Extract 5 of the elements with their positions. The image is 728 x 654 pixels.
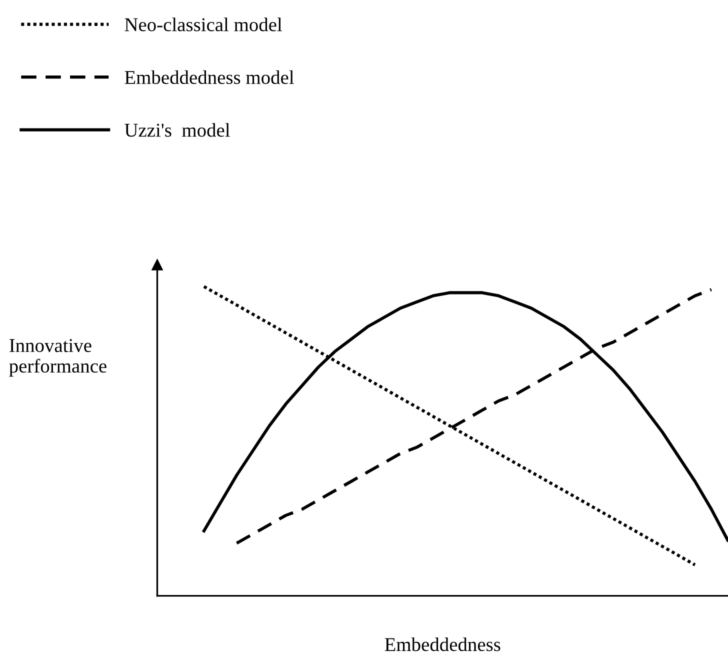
legend-label: Uzzi's model (124, 123, 230, 137)
legend-label: Neo-classical model (124, 18, 282, 32)
x-axis-title: Embeddedness (384, 637, 500, 652)
legend-label: Embeddedness model (124, 70, 294, 84)
y-axis-title: Innovative performance (9, 339, 106, 377)
